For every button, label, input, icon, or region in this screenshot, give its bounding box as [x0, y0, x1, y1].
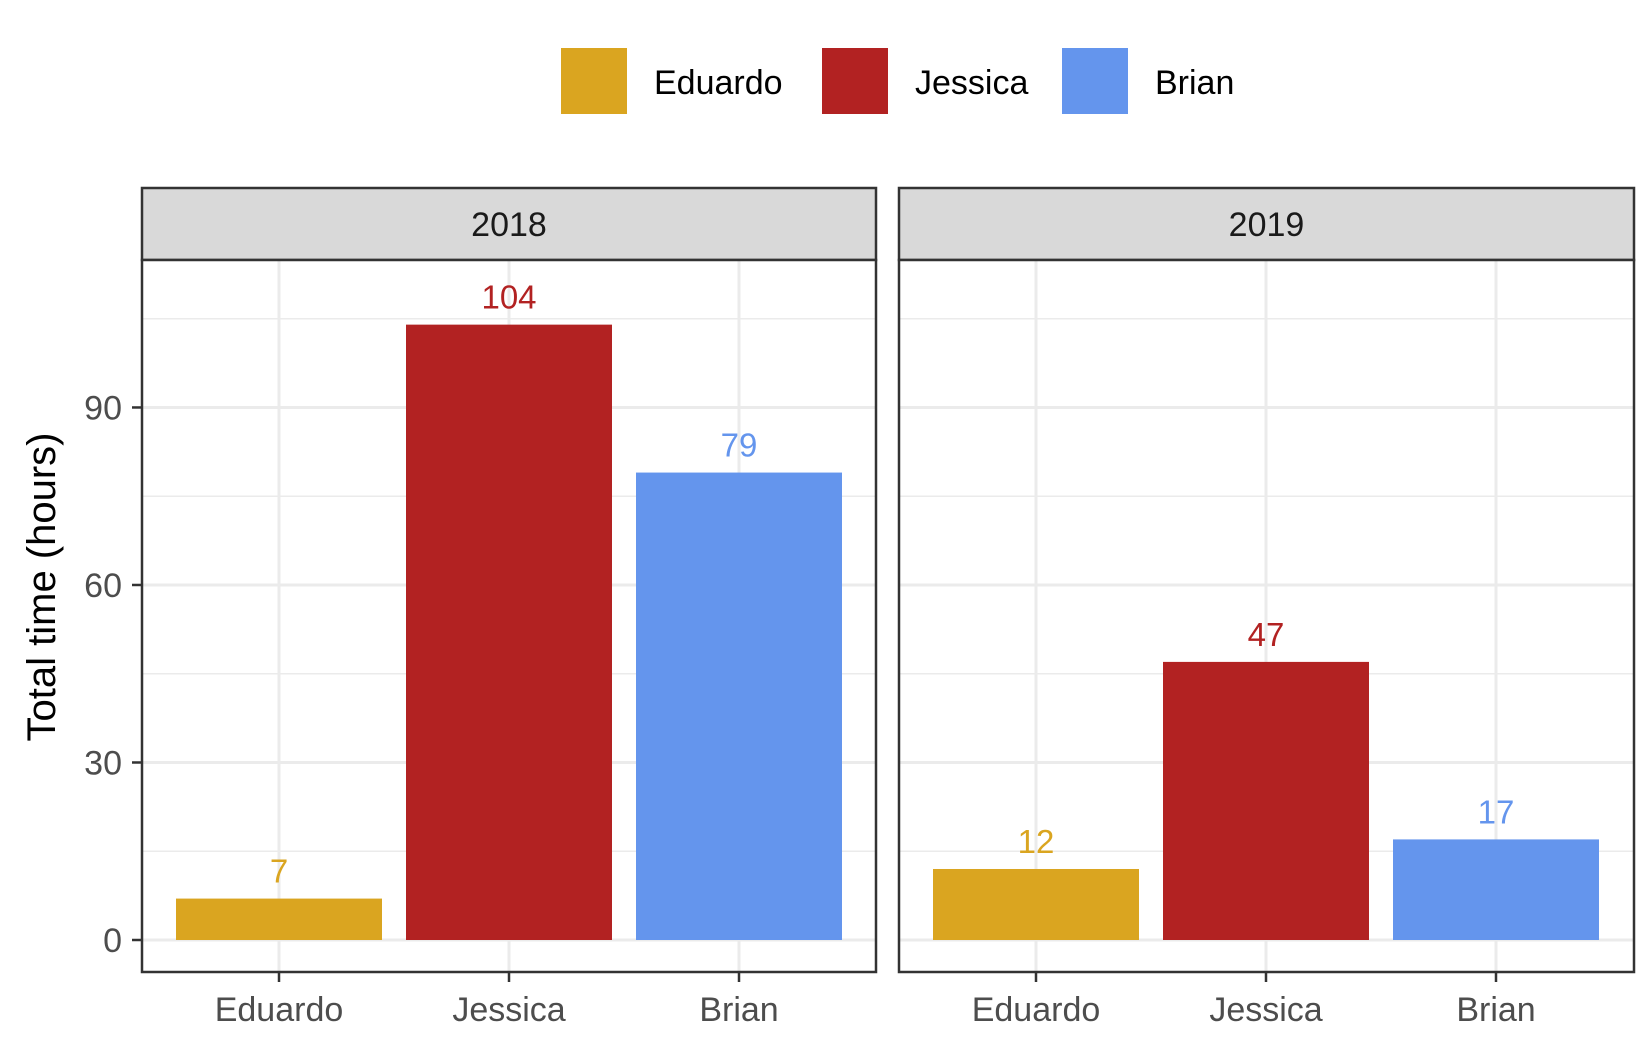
legend-label-jessica: Jessica	[915, 64, 1028, 102]
facet-strip	[140, 186, 878, 262]
bar-2018-eduardo	[176, 898, 382, 940]
legend-swatch-brian	[1062, 48, 1128, 114]
y-tick-label: 30	[84, 744, 122, 782]
legend-label-eduardo: Eduardo	[654, 64, 783, 102]
bar-2019-jessica	[1163, 661, 1369, 940]
bar-value-label: 104	[481, 279, 536, 316]
bar-value-label: 17	[1478, 793, 1515, 830]
legend-swatch-eduardo	[561, 48, 627, 114]
x-tick-label: Eduardo	[972, 991, 1101, 1029]
x-tick-label: Brian	[699, 991, 778, 1029]
bar-value-label: 7	[270, 853, 288, 890]
bar-2018-brian	[636, 472, 842, 940]
facet-strip-label: 2019	[1229, 206, 1305, 244]
x-tick-label: Brian	[1456, 991, 1535, 1029]
y-axis-title: Total time (hours)	[20, 433, 64, 742]
y-axis: 0 30 60 90	[84, 389, 142, 960]
bar-2019-eduardo	[933, 868, 1139, 940]
facet-panel-2018: 2018 7 104 79 Eduardo Jessica Brian	[140, 186, 878, 1029]
x-tick-label: Eduardo	[215, 991, 344, 1029]
legend: Eduardo Jessica Brian	[561, 48, 1234, 114]
legend-label-brian: Brian	[1155, 64, 1234, 102]
x-tick-label: Jessica	[452, 991, 565, 1029]
bar-2019-brian	[1393, 839, 1599, 940]
bar-value-label: 79	[721, 427, 758, 464]
y-tick-label: 0	[103, 922, 122, 960]
facet-panel-2019: 2019 12 47 17 Eduardo Jessica Brian	[897, 186, 1636, 1029]
facet-strip-label: 2018	[471, 206, 547, 244]
y-tick-label: 60	[84, 567, 122, 605]
x-tick-label: Jessica	[1209, 991, 1322, 1029]
facet-panels: 2018 7 104 79 Eduardo Jessica Brian 2019 12 47 17 E…	[140, 186, 1636, 1029]
y-tick-label: 90	[84, 389, 122, 427]
facet-strip	[897, 186, 1636, 262]
legend-swatch-jessica	[822, 48, 888, 114]
bar-value-label: 12	[1018, 823, 1055, 860]
bar-value-label: 47	[1248, 616, 1285, 653]
bar-2018-jessica	[406, 324, 612, 941]
